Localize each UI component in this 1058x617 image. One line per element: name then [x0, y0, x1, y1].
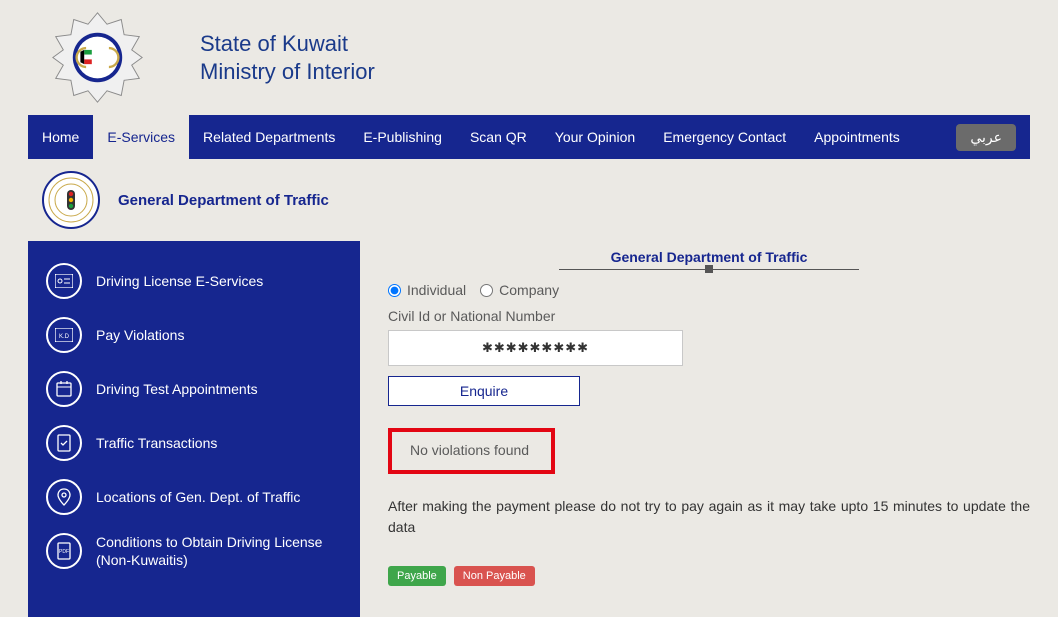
- department-header: General Department of Traffic: [0, 159, 1058, 241]
- sidebar-item-locations[interactable]: Locations of Gen. Dept. of Traffic: [46, 479, 342, 515]
- sidebar-item-label: Locations of Gen. Dept. of Traffic: [96, 488, 300, 506]
- title-underline: [559, 269, 859, 270]
- header-title-line1: State of Kuwait: [200, 31, 375, 57]
- result-highlight-box: No violations found: [388, 428, 1030, 496]
- moi-emblem: [50, 10, 145, 105]
- badge-non-payable: Non Payable: [454, 566, 535, 586]
- sidebar-item-traffic-transactions[interactable]: Traffic Transactions: [46, 425, 342, 461]
- nav-related-departments[interactable]: Related Departments: [189, 115, 349, 159]
- sidebar-item-driving-license[interactable]: Driving License E-Services: [46, 263, 342, 299]
- nav-emergency-contact[interactable]: Emergency Contact: [649, 115, 800, 159]
- department-title: General Department of Traffic: [118, 192, 329, 209]
- language-toggle-button[interactable]: عربي: [956, 124, 1016, 151]
- svg-text:PDF: PDF: [59, 549, 69, 555]
- nav-your-opinion[interactable]: Your Opinion: [541, 115, 649, 159]
- location-pin-icon: [46, 479, 82, 515]
- sidebar-item-driving-test[interactable]: Driving Test Appointments: [46, 371, 342, 407]
- content-area: Driving License E-Services K.D Pay Viola…: [0, 241, 1058, 617]
- sidebar-item-pay-violations[interactable]: K.D Pay Violations: [46, 317, 342, 353]
- id-card-icon: [46, 263, 82, 299]
- panel-title-wrap: General Department of Traffic: [388, 249, 1030, 270]
- radio-individual[interactable]: [388, 284, 401, 297]
- sidebar-item-label: Conditions to Obtain Driving License (No…: [96, 533, 342, 569]
- nav-scan-qr[interactable]: Scan QR: [456, 115, 541, 159]
- nav-appointments[interactable]: Appointments: [800, 115, 914, 159]
- radio-company[interactable]: [480, 284, 493, 297]
- pdf-icon: PDF: [46, 533, 82, 569]
- sidebar-item-conditions[interactable]: PDF Conditions to Obtain Driving License…: [46, 533, 342, 569]
- header-top: State of Kuwait Ministry of Interior: [0, 0, 1058, 115]
- panel-title: General Department of Traffic: [611, 249, 808, 265]
- header-titles: State of Kuwait Ministry of Interior: [200, 31, 375, 85]
- badge-payable: Payable: [388, 566, 446, 586]
- main-panel: General Department of Traffic Individual…: [388, 241, 1030, 586]
- calendar-icon: [46, 371, 82, 407]
- civil-id-input[interactable]: [388, 330, 683, 366]
- result-text: No violations found: [410, 442, 529, 458]
- civil-id-label: Civil Id or National Number: [388, 308, 1030, 324]
- nav-eservices[interactable]: E-Services: [93, 115, 189, 159]
- svg-text:K.D: K.D: [59, 334, 70, 340]
- sidebar-menu: Driving License E-Services K.D Pay Viola…: [28, 241, 360, 617]
- radio-company-label[interactable]: Company: [499, 282, 559, 298]
- payment-icon: K.D: [46, 317, 82, 353]
- document-check-icon: [46, 425, 82, 461]
- header-title-line2: Ministry of Interior: [200, 59, 375, 85]
- legend-badges: Payable Non Payable: [388, 566, 1030, 586]
- nav-epublishing[interactable]: E-Publishing: [349, 115, 456, 159]
- entity-type-radio-group: Individual Company: [388, 282, 1030, 298]
- payment-info-text: After making the payment please do not t…: [388, 496, 1030, 538]
- nav-home[interactable]: Home: [28, 115, 93, 159]
- radio-individual-label[interactable]: Individual: [407, 282, 466, 298]
- sidebar-item-label: Driving Test Appointments: [96, 380, 258, 398]
- main-nav: Home E-Services Related Departments E-Pu…: [28, 115, 1030, 159]
- sidebar-item-label: Traffic Transactions: [96, 434, 217, 452]
- sidebar-item-label: Driving License E-Services: [96, 272, 263, 290]
- enquire-button[interactable]: Enquire: [388, 376, 580, 406]
- department-badge-icon: [42, 171, 100, 229]
- sidebar-item-label: Pay Violations: [96, 326, 184, 344]
